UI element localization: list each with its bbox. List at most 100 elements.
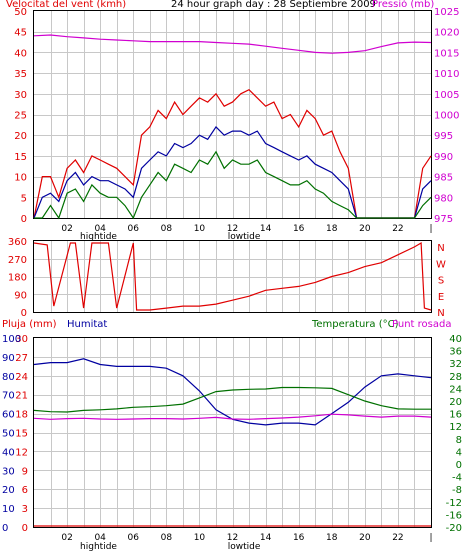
wind-y-tick: 10 <box>14 173 27 184</box>
pressure-y-tick: 985 <box>434 173 453 184</box>
x-tick-label: 10 <box>194 533 206 543</box>
x-tick-label: 20 <box>359 224 371 234</box>
x-tick-label: 22 <box>392 224 403 234</box>
x-tick-label: 20 <box>359 533 371 543</box>
pressure-y-tick: 1010 <box>434 69 459 80</box>
x-tick-label: 08 <box>161 224 173 234</box>
x-tick-label: 08 <box>161 533 173 543</box>
humidity-y-tick: 10 <box>2 504 15 515</box>
wind-y-tick: 35 <box>14 69 27 80</box>
x-tick-label: 16 <box>293 533 305 543</box>
temp-y-tick: 24 <box>449 384 462 395</box>
temp-y-tick: 12 <box>449 422 462 433</box>
x-tick-label: 14 <box>260 224 272 234</box>
compass-label: E <box>438 292 444 303</box>
x-tick-label: 06 <box>128 533 140 543</box>
humidity-title: Humitat <box>67 319 108 330</box>
wind-y-tick: 45 <box>14 28 27 39</box>
temp-y-tick: 20 <box>449 397 462 408</box>
wind-y-tick: 20 <box>14 131 27 142</box>
wind-y-tick: 30 <box>14 90 27 101</box>
temp-y-tick: 36 <box>449 347 462 358</box>
pressure-y-tick: 1025 <box>434 7 459 18</box>
x-tick-label: 16 <box>293 224 305 234</box>
humidity-y-tick: 60 <box>2 410 15 421</box>
x-tick-label: 04 <box>94 533 106 543</box>
humidity-y-tick: 20 <box>2 485 15 496</box>
wind-y-tick: 40 <box>14 48 27 59</box>
rain-title: Pluja (mm) <box>2 319 57 330</box>
humidity-y-tick: 0 <box>2 523 8 534</box>
humidity-y-tick: 40 <box>2 447 15 458</box>
humidity-y-tick: 90 <box>2 353 15 364</box>
rain-y-tick: 24 <box>15 372 28 383</box>
temp-y-tick: 8 <box>456 435 462 446</box>
temp-y-tick: 40 <box>449 334 462 345</box>
climate-series-2 <box>33 413 432 420</box>
humidity-y-tick: 30 <box>2 466 15 477</box>
x-tick-label: 04 <box>94 224 106 234</box>
x-tick-label: 02 <box>61 224 72 234</box>
temp-y-tick: 32 <box>449 359 462 370</box>
x-tick-label: 12 <box>227 224 238 234</box>
humidity-y-tick: 80 <box>2 372 15 383</box>
pressure-y-tick: 990 <box>434 152 453 163</box>
direction-y-tick: 180 <box>8 273 27 284</box>
pressure-title: Pressió (mb) <box>372 0 435 10</box>
temp-y-tick: 0 <box>456 460 462 471</box>
temp-y-tick: -16 <box>446 510 462 521</box>
x-tick-label: 22 <box>392 533 403 543</box>
direction-y-tick: 270 <box>8 255 27 266</box>
rain-y-tick: 27 <box>15 353 28 364</box>
x-tick-label: 18 <box>326 224 338 234</box>
compass-label: N <box>437 243 444 254</box>
rain-y-tick: 12 <box>15 447 28 458</box>
x-tick-label: 18 <box>326 533 338 543</box>
humidity-y-tick: 50 <box>2 429 15 440</box>
temp-y-tick: -8 <box>452 485 462 496</box>
direction-y-tick: 90 <box>14 290 27 301</box>
humidity-y-tick: 100 <box>2 334 21 345</box>
temp-y-tick: 4 <box>456 447 462 458</box>
pressure-y-tick: 995 <box>434 131 453 142</box>
climate-series-1 <box>33 386 431 413</box>
wind-panel-series-3 <box>34 150 432 220</box>
temperature-title: Temperatura (°C) <box>312 319 399 330</box>
climate-panel-frame <box>33 337 432 528</box>
x-tick-label: 12 <box>227 533 238 543</box>
compass-label: S <box>438 276 444 287</box>
temp-y-tick: -20 <box>446 523 462 534</box>
lowtide-label: lowtide <box>228 232 261 242</box>
rain-y-tick: 18 <box>15 410 28 421</box>
direction-y-tick: 360 <box>8 237 27 248</box>
x-tick-label: | <box>429 533 432 543</box>
rain-y-tick: 30 <box>15 334 28 345</box>
wind-panel-frame <box>33 10 432 219</box>
humidity-y-tick: 70 <box>2 391 15 402</box>
direction-series-0 <box>33 241 432 311</box>
x-tick-label: 02 <box>61 533 72 543</box>
pressure-y-tick: 975 <box>434 214 453 225</box>
wind-speed-title: Velocitat del vent (kmh) <box>6 0 127 10</box>
x-tick-label: 10 <box>194 224 206 234</box>
direction-y-tick: 0 <box>21 308 27 319</box>
rain-y-tick: 3 <box>22 504 28 515</box>
pressure-y-tick: 1020 <box>434 28 459 39</box>
pressure-y-tick: 1015 <box>434 48 459 59</box>
graph-title: 24 hour graph day : 28 Septiembre 2009 <box>171 0 376 10</box>
wind-y-tick: 15 <box>14 152 27 163</box>
temp-y-tick: 28 <box>449 372 462 383</box>
direction-panel-frame <box>33 240 432 313</box>
x-tick-label: 14 <box>260 533 272 543</box>
temp-y-tick: 16 <box>449 410 462 421</box>
rain-y-tick: 15 <box>15 429 28 440</box>
x-tick-label: 06 <box>128 224 140 234</box>
temp-y-tick: -4 <box>452 473 462 484</box>
compass-label: W <box>436 259 446 270</box>
wind-panel-series-0 <box>33 34 432 54</box>
pressure-y-tick: 1005 <box>434 90 459 101</box>
wind-y-tick: 50 <box>14 7 27 18</box>
rain-y-tick: 6 <box>22 485 28 496</box>
